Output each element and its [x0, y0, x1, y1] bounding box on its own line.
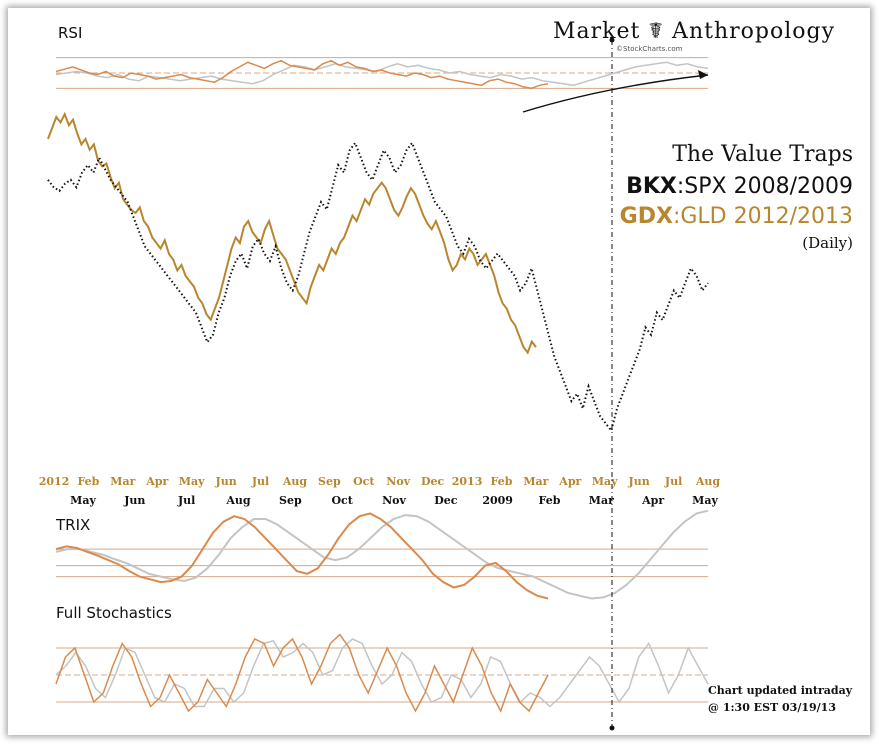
series-line-gdx [47, 111, 537, 355]
x-tick-bottom: May [692, 494, 718, 507]
x-tick-top: Feb [77, 475, 99, 488]
trix-label: TRIX [55, 516, 90, 534]
x-axis-top: 2012 Feb Mar Apr May Jun Jul Aug Sep Oct Nov Dec 201… [39, 475, 721, 488]
title-line3-rest: :GLD 2012/2013 [673, 204, 853, 229]
x-tick-top: May [179, 475, 205, 488]
rsi-label: RSI [58, 24, 82, 42]
x-tick-top: Jun [628, 475, 650, 488]
title-line3-symbol: GDX [620, 204, 673, 229]
x-tick-bottom: May [70, 494, 96, 507]
x-tick-bottom: Oct [331, 494, 353, 507]
stochastics-pane [55, 633, 709, 713]
stoch-line-bkx [55, 638, 709, 708]
x-tick-top: Jul [664, 475, 682, 488]
rsi-pane [55, 57, 709, 90]
title-line1: The Value Traps [672, 142, 853, 167]
x-tick-top: Dec [421, 475, 445, 488]
x-tick-bottom: Apr [641, 494, 664, 507]
trend-arrow [522, 74, 709, 113]
trix-line-bkx [55, 509, 709, 600]
divider-top-dot [609, 37, 615, 43]
main-pane [47, 111, 709, 433]
x-tick-top: Mar [110, 475, 135, 488]
update-note-line2: @ 1:30 EST 03/19/13 [708, 701, 836, 714]
x-tick-top: Aug [282, 475, 308, 488]
trix-line-gdx [55, 512, 549, 600]
x-tick-top: Aug [695, 475, 721, 488]
stoch-line-gdx [55, 633, 549, 713]
divider-bottom-dot [609, 725, 615, 731]
stoch-label: Full Stochastics [56, 604, 172, 622]
x-tick-bottom: Jul [177, 494, 195, 507]
title-line4: (Daily) [802, 234, 853, 252]
title-line3: GDX:GLD 2012/2013 [620, 204, 853, 229]
x-tick-top: Apr [558, 475, 581, 488]
title-line2-symbol: BKX [626, 174, 677, 199]
x-tick-bottom: Jun [123, 494, 145, 507]
x-tick-top: 2013 [452, 475, 483, 488]
x-tick-top: Oct [353, 475, 375, 488]
x-tick-top: Sep [318, 475, 341, 488]
x-tick-bottom: Nov [382, 494, 406, 507]
rsi-line-bkx [55, 61, 709, 87]
x-tick-bottom: Mar [589, 494, 614, 507]
x-tick-top: Jun [215, 475, 237, 488]
x-tick-top: Nov [386, 475, 410, 488]
title-line2: BKX:SPX 2008/2009 [626, 174, 853, 199]
x-tick-bottom: Dec [434, 494, 458, 507]
x-tick-top: 2012 [39, 475, 70, 488]
x-tick-top: Apr [145, 475, 168, 488]
x-tick-bottom: 2009 [482, 494, 513, 507]
chart-canvas: Market ☤ Anthropology ©StockCharts.com R… [39, 19, 853, 731]
title-line2-rest: :SPX 2008/2009 [677, 174, 853, 199]
trix-pane [55, 509, 709, 600]
x-tick-bottom: Sep [279, 494, 302, 507]
x-tick-top: Feb [491, 475, 513, 488]
brand-title: Market ☤ Anthropology [553, 19, 835, 44]
x-axis-bottom: May Jun Jul Aug Sep Oct Nov Dec 2009 Feb Mar Apr May [70, 494, 718, 507]
x-tick-bottom: Feb [539, 494, 561, 507]
chart-frame: Market ☤ Anthropology ©StockCharts.com R… [8, 8, 870, 735]
x-tick-top: Mar [523, 475, 548, 488]
update-note-line1: Chart updated intraday [708, 684, 853, 697]
x-tick-top: May [592, 475, 618, 488]
stockcharts-credit: ©StockCharts.com [616, 45, 683, 53]
trend-arrow-head [698, 70, 708, 79]
x-tick-bottom: Aug [225, 494, 251, 507]
x-tick-top: Jul [251, 475, 269, 488]
rsi-line-gdx [55, 59, 549, 90]
